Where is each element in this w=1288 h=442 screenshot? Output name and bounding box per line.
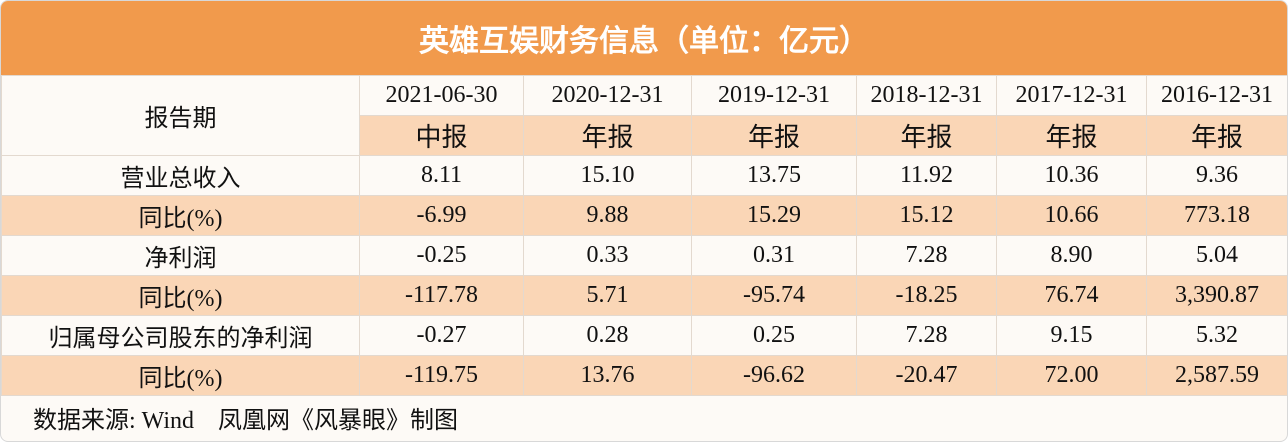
cell: 9.36 [1146, 155, 1287, 196]
title: 英雄互娱财务信息（单位：亿元） [1, 1, 1287, 75]
column-kind: 年报 [996, 115, 1147, 156]
cell: 2,587.59 [1146, 355, 1287, 396]
column-kind: 年报 [1146, 115, 1287, 156]
row-label: 同比(%) [1, 275, 360, 316]
cell: 8.11 [359, 155, 524, 196]
column-date: 2021-06-30 [359, 75, 524, 116]
cell: 7.28 [856, 315, 997, 356]
cell: -0.27 [359, 315, 524, 356]
cell: 0.33 [523, 235, 692, 276]
row-label: 同比(%) [1, 195, 360, 236]
period-label: 报告期 [1, 75, 360, 156]
column-kind: 年报 [856, 115, 997, 156]
cell: -119.75 [359, 355, 524, 396]
cell: -0.25 [359, 235, 524, 276]
column-kind: 年报 [523, 115, 692, 156]
cell: -20.47 [856, 355, 997, 396]
data-row: 同比(%) -119.75 13.76 -96.62 -20.47 72.00 2,587.… [1, 355, 1287, 396]
cell: 5.04 [1146, 235, 1287, 276]
cell: 5.71 [523, 275, 692, 316]
cell: 10.66 [996, 195, 1147, 236]
data-row: 归属母公司股东的净利润 -0.27 0.28 0.25 7.28 9.15 5.32 [1, 315, 1287, 356]
cell: 13.76 [523, 355, 692, 396]
cell: 8.90 [996, 235, 1147, 276]
data-row: 净利润 -0.25 0.33 0.31 7.28 8.90 5.04 [1, 235, 1287, 276]
column-kind: 年报 [691, 115, 857, 156]
cell: -95.74 [691, 275, 857, 316]
cell: 10.36 [996, 155, 1147, 196]
cell: -6.99 [359, 195, 524, 236]
row-label: 净利润 [1, 235, 360, 276]
column-date: 2019-12-31 [691, 75, 857, 116]
cell: 76.74 [996, 275, 1147, 316]
cell: 9.15 [996, 315, 1147, 356]
header-row: 中报 年报 年报 年报 年报 年报 [2, 115, 1287, 156]
cell: 15.10 [523, 155, 692, 196]
column-kind: 中报 [359, 115, 524, 156]
data-row: 同比(%) -117.78 5.71 -95.74 -18.25 76.74 3,390.8… [1, 275, 1287, 316]
cell: 15.12 [856, 195, 997, 236]
cell: 5.32 [1146, 315, 1287, 356]
row-label: 营业总收入 [1, 155, 360, 196]
column-date: 2017-12-31 [996, 75, 1147, 116]
cell: 773.18 [1146, 195, 1287, 236]
cell: -96.62 [691, 355, 857, 396]
row-label: 同比(%) [1, 355, 360, 396]
cell: 9.88 [523, 195, 692, 236]
footer: 数据来源: Wind 凤凰网《风暴眼》制图 [33, 407, 459, 434]
header-row: 报告期 2021-06-30 2020-12-31 2019-12-31 2018-12… [1, 75, 1287, 156]
column-date: 2020-12-31 [523, 75, 692, 116]
data-row: 同比(%) -6.99 9.88 15.29 15.12 10.66 773.18 [1, 195, 1287, 236]
cell: 72.00 [996, 355, 1147, 396]
cell: 3,390.87 [1146, 275, 1287, 316]
table: 报告期 2021-06-30 2020-12-31 2019-12-31 2018-12… [1, 75, 1287, 396]
cell: 13.75 [691, 155, 857, 196]
cell: 11.92 [856, 155, 997, 196]
cell: -117.78 [359, 275, 524, 316]
row-label: 归属母公司股东的净利润 [1, 315, 360, 356]
cell: 0.31 [691, 235, 857, 276]
column-date: 2016-12-31 [1146, 75, 1287, 116]
column-date: 2018-12-31 [856, 75, 997, 116]
data-row: 营业总收入 8.11 15.10 13.75 11.92 10.36 9.36 [1, 155, 1287, 196]
cell: 0.25 [691, 315, 857, 356]
cell: -18.25 [856, 275, 997, 316]
cell: 0.28 [523, 315, 692, 356]
cell: 15.29 [691, 195, 857, 236]
cell: 7.28 [856, 235, 997, 276]
